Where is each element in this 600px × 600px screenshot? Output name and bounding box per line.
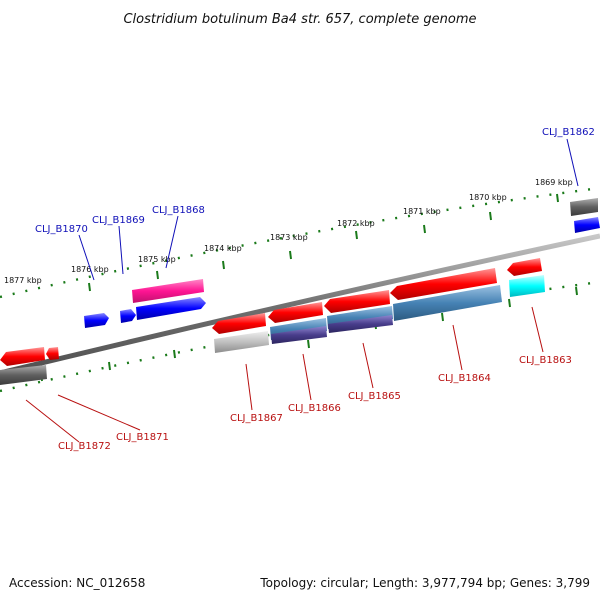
reverse-gene-labels: CLJ_B1872 CLJ_B1871 CLJ_B1867 CLJ_B1866 … bbox=[25, 306, 572, 452]
gene-cds[interactable] bbox=[393, 285, 502, 321]
gene-cds[interactable] bbox=[574, 217, 600, 233]
gene-cds[interactable] bbox=[136, 297, 206, 320]
tick-label: 1870 kbp bbox=[469, 193, 507, 202]
gene-cds[interactable] bbox=[132, 279, 204, 303]
genome-backbone bbox=[0, 233, 600, 376]
gene-cds[interactable] bbox=[507, 258, 542, 276]
tick-label: 1872 kbp bbox=[337, 219, 375, 228]
gene-label[interactable]: CLJ_B1867 bbox=[230, 413, 283, 424]
gene-cds[interactable] bbox=[271, 326, 327, 344]
gene-cds[interactable] bbox=[324, 290, 390, 313]
gene-cds[interactable] bbox=[46, 347, 59, 360]
gene-label[interactable]: CLJ_B1864 bbox=[438, 373, 491, 384]
gene-cds[interactable] bbox=[120, 309, 136, 323]
outer-major-ticks bbox=[88, 193, 559, 292]
gene-label[interactable]: CLJ_B1866 bbox=[288, 403, 341, 414]
gene-cds[interactable] bbox=[328, 315, 393, 333]
gene-label[interactable]: CLJ_B1862 bbox=[542, 127, 595, 138]
accession-text: Accession: NC_012658 bbox=[9, 576, 146, 590]
gene-cds[interactable] bbox=[84, 313, 109, 328]
gene-cds[interactable] bbox=[268, 302, 323, 323]
gene-label[interactable]: CLJ_B1872 bbox=[58, 441, 111, 452]
tick-label: 1873 kbp bbox=[270, 233, 308, 242]
gene-label[interactable]: CLJ_B1871 bbox=[116, 432, 169, 443]
gene-cds[interactable] bbox=[212, 313, 266, 334]
tick-label: 1875 kbp bbox=[138, 255, 176, 264]
gene-label[interactable]: CLJ_B1870 bbox=[35, 224, 88, 235]
gene-cds[interactable] bbox=[0, 347, 45, 366]
tick-labels: 1877 kbp 1876 kbp 1875 kbp 1874 kbp 1873… bbox=[4, 178, 573, 285]
gene-cds[interactable] bbox=[0, 365, 47, 385]
gene-label[interactable]: CLJ_B1868 bbox=[152, 205, 205, 216]
gene-cds[interactable] bbox=[570, 198, 598, 216]
tick-label: 1869 kbp bbox=[535, 178, 573, 187]
tick-label: 1877 kbp bbox=[4, 276, 42, 285]
genome-summary-text: Topology: circular; Length: 3,977,794 bp… bbox=[260, 576, 590, 590]
gene-label[interactable]: CLJ_B1869 bbox=[92, 215, 145, 226]
forward-gene-labels: CLJ_B1870 CLJ_B1869 CLJ_B1868 CLJ_B1862 bbox=[35, 127, 595, 281]
gene-label[interactable]: CLJ_B1865 bbox=[348, 391, 401, 402]
tick-label: 1874 kbp bbox=[204, 244, 242, 253]
forward-strand-features bbox=[84, 198, 600, 328]
gene-cds[interactable] bbox=[509, 275, 545, 297]
reverse-strand-features bbox=[0, 258, 545, 385]
tick-label: 1871 kbp bbox=[403, 207, 441, 216]
map-title: Clostridium botulinum Ba4 str. 657, comp… bbox=[123, 12, 476, 27]
gene-label[interactable]: CLJ_B1863 bbox=[519, 355, 572, 366]
gene-cds[interactable] bbox=[390, 268, 497, 300]
tick-label: 1876 kbp bbox=[71, 265, 109, 274]
gene-cds[interactable] bbox=[214, 331, 269, 353]
